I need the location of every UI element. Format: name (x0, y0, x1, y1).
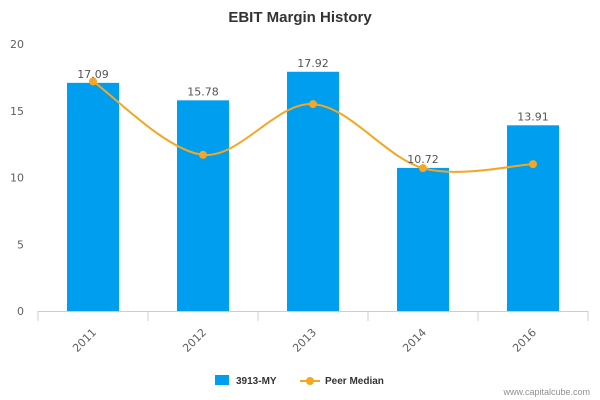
y-tick-label: 20 (10, 38, 24, 51)
bar-series (67, 71, 559, 311)
y-tick-label: 0 (17, 305, 24, 318)
bar-value-label: 10.72 (407, 153, 439, 166)
y-tick-label: 5 (17, 238, 24, 251)
bar (67, 82, 119, 311)
credit-text: www.capitalcube.com (502, 387, 590, 397)
legend-marker-line (306, 377, 314, 385)
peer-median-point (89, 77, 97, 86)
legend-swatch-bars (215, 375, 229, 385)
y-tick-label: 15 (10, 105, 24, 118)
x-tick-label: 2013 (290, 326, 319, 355)
legend-label-line: Peer Median (325, 376, 384, 387)
legend-label-bars: 3913-MY (236, 376, 277, 387)
bar (177, 100, 229, 311)
bar-value-label: 13.91 (517, 110, 549, 123)
y-axis: 0 5 10 15 20 (10, 38, 24, 318)
peer-median-point (309, 100, 317, 109)
x-tick-label: 2016 (510, 326, 539, 355)
x-tick-label: 2012 (180, 326, 209, 355)
peer-median-point (199, 150, 207, 159)
line-series (89, 77, 537, 173)
peer-median-point (529, 160, 537, 169)
bar-value-label: 15.78 (187, 85, 219, 98)
bar (287, 71, 339, 311)
chart-title: EBIT Margin History (228, 9, 372, 26)
data-labels: 17.09 15.78 17.92 10.72 13.91 (77, 57, 549, 166)
legend: 3913-MY Peer Median (215, 375, 384, 387)
x-tick-label: 2014 (400, 326, 429, 355)
y-tick-label: 10 (10, 172, 24, 185)
x-axis: 2011 2012 2013 2014 2016 (37, 311, 589, 355)
peer-median-point (419, 164, 427, 173)
bar (507, 125, 559, 311)
bar-value-label: 17.92 (297, 57, 329, 70)
x-tick-label: 2011 (70, 326, 99, 355)
bar-value-label: 17.09 (77, 68, 109, 81)
bar (397, 167, 449, 311)
